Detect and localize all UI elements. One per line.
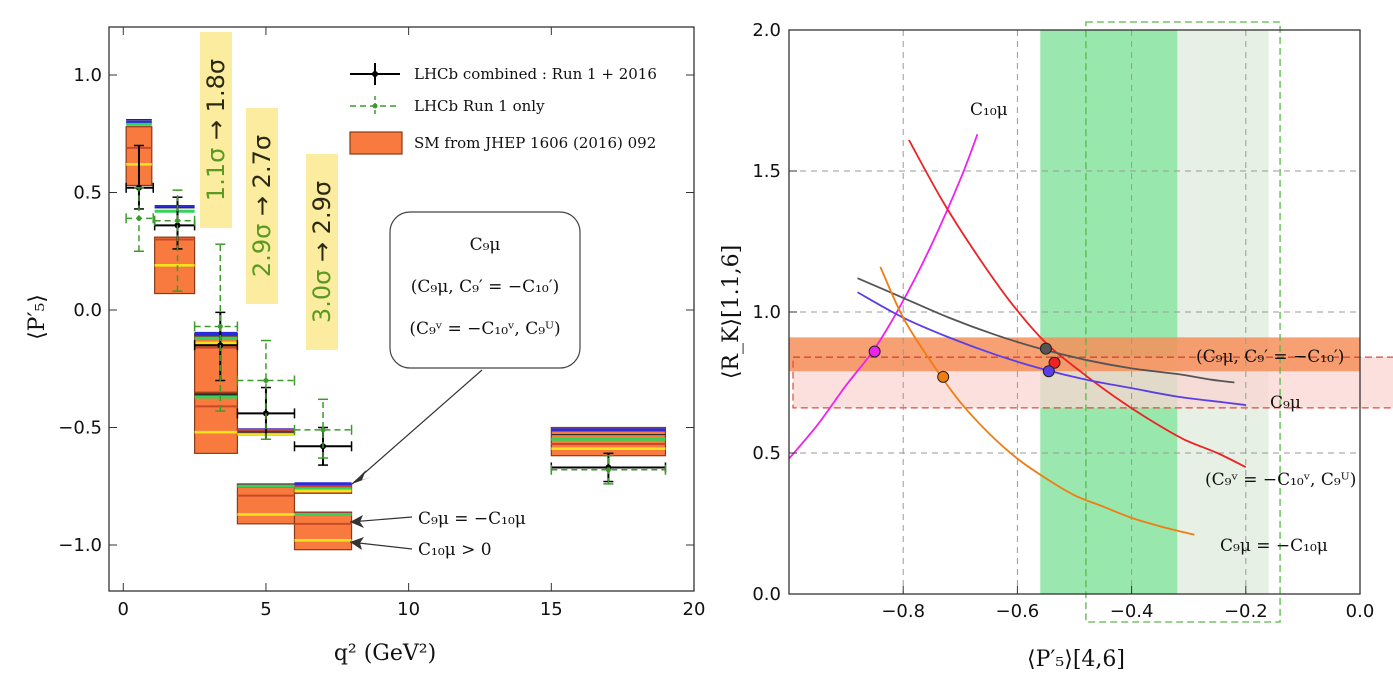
left-y-axis-label: ⟨P′₅⟩ (25, 294, 50, 340)
significance-label-0: 1.1σ → 1.8σ (202, 59, 230, 201)
data-point-1-1 (174, 218, 180, 224)
left-xtick-label: 10 (397, 599, 420, 620)
orange-band (789, 337, 1360, 372)
annotation-arrow-line-1 (349, 541, 413, 550)
curve-3 (857, 277, 1235, 384)
significance-from: 1.1σ (202, 140, 230, 201)
significance-from: 3.0σ (308, 262, 336, 323)
legend-label: LHCb combined : Run 1 + 2016 (414, 65, 657, 83)
curve-label-0: C₁₀μ (970, 100, 1008, 120)
curve-marker-4 (937, 370, 950, 383)
right-ytick-label: 0.0 (752, 584, 781, 605)
curve-label-4: C₉μ = −C₁₀μ (1220, 536, 1328, 556)
callout-arrow-line (351, 369, 483, 485)
curve-marker-1 (1048, 356, 1061, 369)
data-point-1-4 (320, 427, 326, 433)
callout-text: (C₉μ, C₉′ = −C₁₀′) (411, 277, 559, 297)
left-ytick-label: 1.0 (73, 65, 102, 86)
data-point-1-2 (217, 323, 223, 329)
callout-box (389, 211, 581, 369)
left-plot-frame (108, 26, 695, 592)
data-point-1-5 (605, 467, 611, 473)
significance-to: → 2.7σ (248, 135, 276, 216)
significance-to: → 1.8σ (202, 59, 230, 140)
left-ytick-label: −1.0 (58, 535, 102, 556)
left-xtick-label: 5 (260, 599, 271, 620)
annotation-c10: C₁₀μ > 0 (418, 540, 492, 560)
legend-label: LHCb Run 1 only (414, 97, 545, 115)
curve-marker-2 (1042, 365, 1055, 378)
right-xtick-label: −0.4 (1110, 601, 1154, 622)
right-panel: C₁₀μ (C₉μ, C₉′ = −C₁₀′) C₉μ (C₉ᵛ = −C₁₀ᵛ, C… (719, 20, 1393, 672)
significance-box-2 (306, 154, 338, 350)
annotation-arrow-head-1 (350, 537, 364, 550)
legend-label: SM from JHEP 1606 (2016) 092 (414, 134, 656, 152)
callout-text: C₉μ (470, 235, 501, 255)
curve-4 (879, 266, 1195, 536)
sm-box-7 (293, 511, 353, 551)
legend-sym-box-2 (349, 131, 403, 155)
curve-0 (788, 134, 979, 460)
significance-box-0 (200, 32, 232, 228)
curve-2 (857, 291, 1246, 406)
right-ytick-label: 0.5 (752, 443, 781, 464)
curve-label-2: C₉μ (1270, 393, 1301, 413)
annotation-arrow-head-0 (350, 515, 364, 528)
significance-to: → 2.9σ (308, 181, 336, 262)
legend-sym-dot-1 (372, 103, 378, 109)
data-point-1-3 (263, 378, 269, 383)
right-xtick-label: −0.8 (881, 601, 925, 622)
sm-box-3 (194, 391, 239, 454)
curve-label-1: (C₉μ, C₉′ = −C₁₀′) (1196, 347, 1344, 367)
left-xtick-label: 0 (118, 599, 129, 620)
right-x-axis-label: ⟨P′₅⟩[4,6] (1027, 647, 1125, 672)
right-ytick-label: 1.0 (752, 302, 781, 323)
left-ytick-label: −0.5 (58, 418, 102, 439)
annotation-c9-c10: C₉μ = −C₁₀μ (418, 509, 526, 529)
left-xtick-label: 20 (683, 599, 706, 620)
sm-box-5 (236, 483, 296, 525)
legend-sym-dot-0 (372, 71, 378, 77)
green-dashed-box (1085, 21, 1281, 623)
left-x-axis-label: q² (GeV²) (334, 641, 436, 666)
right-ytick-label: 2.0 (752, 20, 781, 41)
significance-label-1: 2.9σ → 2.7σ (248, 135, 276, 277)
sm-box-8 (550, 426, 667, 457)
data-point-1-0 (136, 215, 142, 221)
left-xtick-label: 15 (540, 599, 563, 620)
callout-text: (C₉ᵛ = −C₁₀ᵛ, C₉ᵁ) (409, 319, 560, 339)
significance-label-2: 3.0σ → 2.9σ (308, 181, 336, 323)
right-xtick-label: 0.0 (1346, 601, 1375, 622)
right-xtick-label: −0.2 (1224, 601, 1268, 622)
curve-marker-3 (1039, 342, 1052, 355)
right-xtick-label: −0.6 (996, 601, 1040, 622)
curve-1 (908, 139, 1247, 468)
left-ytick-label: 0.5 (73, 183, 102, 204)
left-panel: 0 5 10 15 20 1.0 0.5 0.0 −0.5 −1.0 1.1σ → 1.8σ 2.9… (25, 26, 706, 666)
callout-arrow-head (352, 470, 371, 484)
significance-box-1 (246, 108, 278, 304)
left-ytick-label: 0.0 (73, 300, 102, 321)
curve-marker-0 (868, 345, 881, 358)
curve-label-3: (C₉ᵛ = −C₁₀ᵛ, C₉ᵁ) (1205, 470, 1356, 490)
significance-from: 2.9σ (248, 216, 276, 277)
right-y-axis-label: ⟨R_K⟩[1.1,6] (719, 245, 744, 379)
right-ytick-label: 1.5 (752, 161, 781, 182)
